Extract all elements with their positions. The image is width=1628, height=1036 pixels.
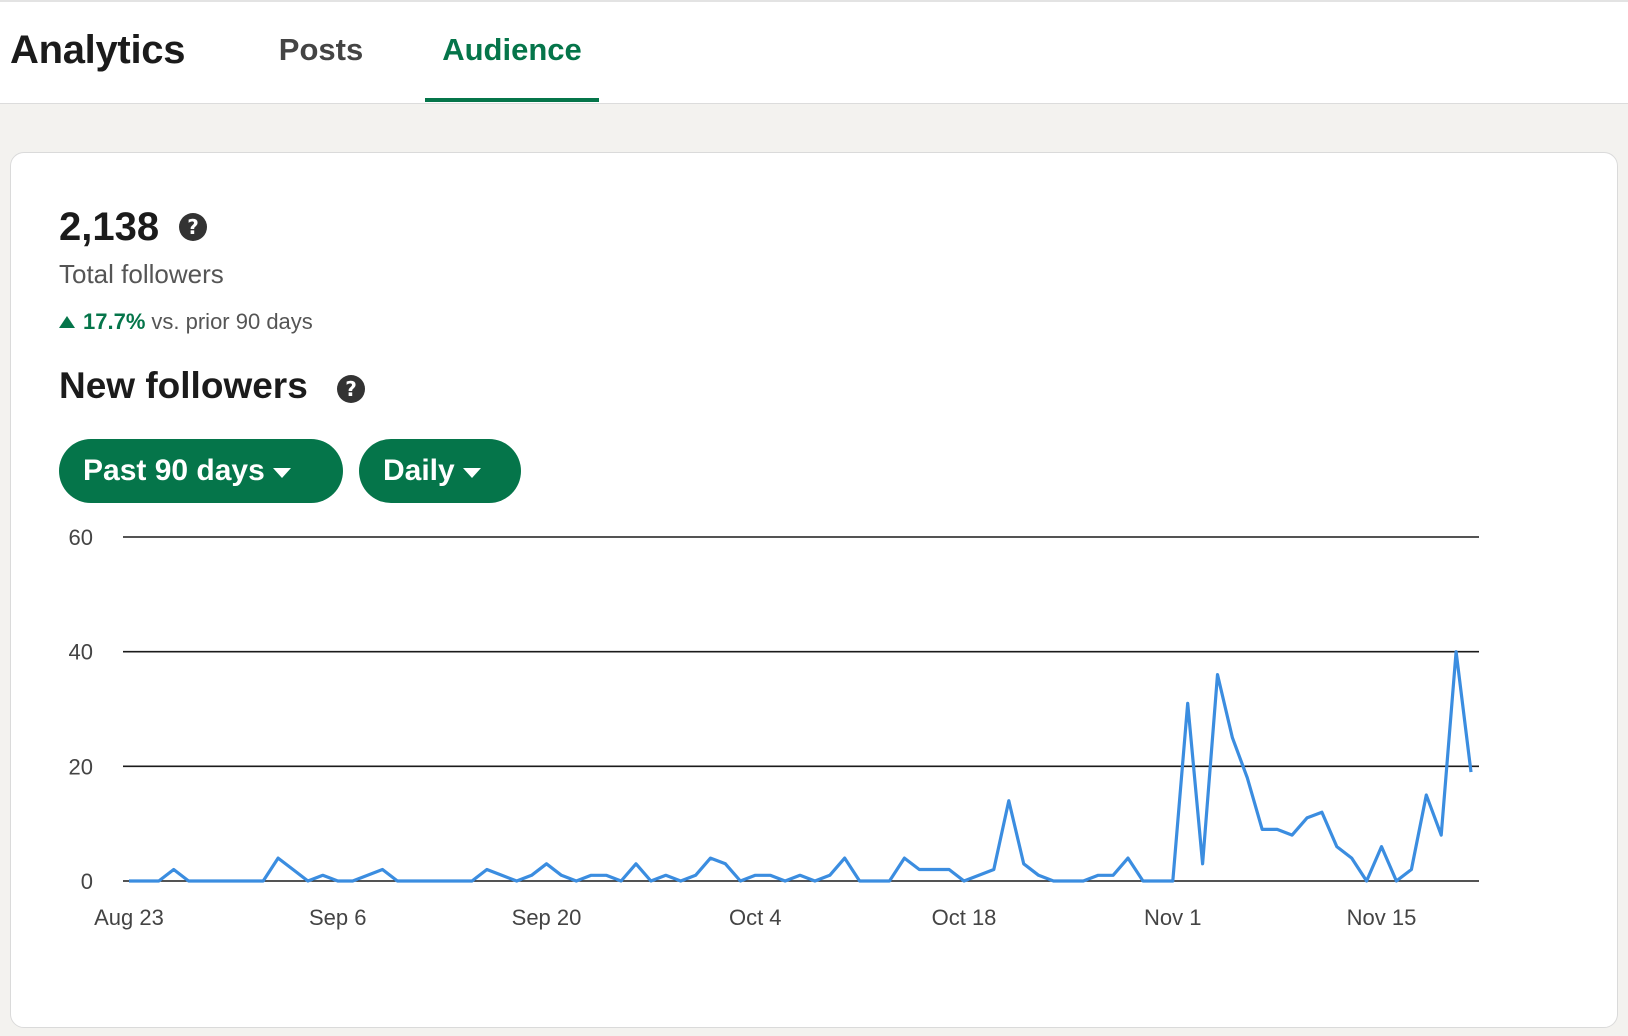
new-followers-chart: 0 20 40 60 Aug 23 Sep 6 Sep 20 Oct 4 Oct 18 Nov 1… (69, 525, 1479, 930)
x-tick-label: Sep 6 (309, 905, 367, 930)
x-tick-label: Aug 23 (94, 905, 164, 930)
caret-down-icon (462, 468, 481, 478)
x-tick-label: Oct 18 (932, 905, 997, 930)
frequency-dropdown[interactable]: Daily (359, 439, 521, 503)
y-tick-label: 20 (69, 754, 93, 779)
new-followers-title: New followers (59, 365, 308, 406)
frequency-label: Daily (383, 454, 455, 487)
help-icon[interactable]: ? (179, 213, 207, 241)
total-followers-label: Total followers (59, 259, 224, 289)
caret-down-icon (272, 468, 291, 478)
tab-audience[interactable]: Audience (442, 32, 582, 67)
change-percent: 17.7% (83, 309, 146, 334)
date-range-label: Past 90 days (83, 454, 265, 487)
help-icon[interactable]: ? (337, 375, 365, 403)
y-tick-label: 0 (81, 869, 93, 894)
x-tick-label: Sep 20 (512, 905, 582, 930)
series-line (129, 650, 1473, 883)
x-tick-label: Oct 4 (729, 905, 782, 930)
active-tab-indicator (425, 98, 599, 102)
total-followers-value: 2,138 (59, 205, 160, 249)
change-indicator: 17.7% vs. prior 90 days (59, 309, 313, 335)
tab-posts[interactable]: Posts (278, 32, 364, 67)
followers-card: 2,138 ? Total followers 17.7% vs. prior … (10, 152, 1618, 1028)
date-range-dropdown[interactable]: Past 90 days (59, 439, 343, 503)
y-tick-label: 60 (69, 525, 93, 550)
change-comparison-text: vs. prior 90 days (151, 309, 313, 334)
page-title: Analytics (10, 28, 186, 72)
top-bar: Analytics Posts Audience (0, 0, 1628, 104)
arrow-up-icon (59, 316, 75, 328)
y-tick-label: 40 (69, 640, 93, 665)
x-tick-label: Nov 15 (1347, 905, 1417, 930)
x-tick-label: Nov 1 (1144, 905, 1201, 930)
